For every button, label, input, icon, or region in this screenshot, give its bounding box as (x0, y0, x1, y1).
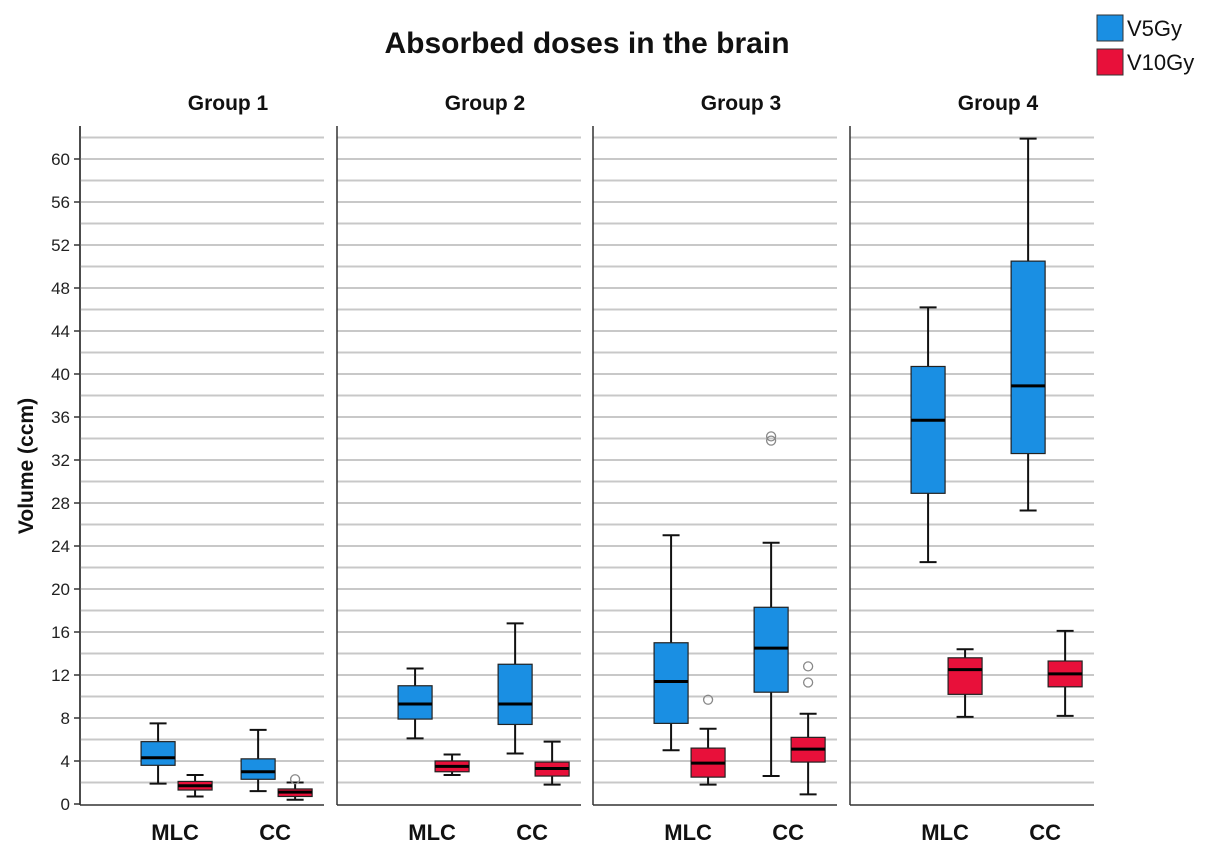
y-tick-label: 28 (51, 494, 70, 513)
y-tick-label: 16 (51, 623, 70, 642)
y-tick-label: 12 (51, 666, 70, 685)
y-tick-label: 44 (51, 322, 70, 341)
y-tick-label: 24 (51, 537, 70, 556)
box-mlc-v10gy (434, 753, 470, 776)
box-cc-v5gy (1010, 137, 1046, 512)
y-tick-label: 36 (51, 408, 70, 427)
panel-title: Group 4 (958, 92, 1039, 115)
box-mlc-v5gy (140, 722, 176, 785)
box-iqr (1010, 260, 1046, 455)
box-mlc-v10gy (690, 694, 726, 786)
y-tick-label: 32 (51, 451, 70, 470)
panel-group-1: Group 1 MLC CC (79, 92, 324, 845)
box-iqr (140, 741, 176, 766)
y-tick-label: 56 (51, 193, 70, 212)
outlier-point (289, 774, 301, 785)
y-tick-label: 4 (61, 752, 70, 771)
x-category-label: MLC (408, 820, 456, 843)
outlier-point (765, 431, 777, 442)
y-tick-label: 8 (61, 709, 70, 728)
chart-title: Absorbed doses in the brain (384, 27, 789, 60)
box-mlc-v5gy (397, 667, 433, 740)
box-iqr (240, 758, 276, 780)
y-tick-label: 20 (51, 580, 70, 599)
y-tick-label: 0 (61, 795, 70, 814)
x-category-label: CC (259, 820, 291, 843)
box-mlc-v10gy (947, 648, 983, 718)
y-tick-label: 40 (51, 365, 70, 384)
y-tick-label: 48 (51, 279, 70, 298)
box-iqr (397, 685, 433, 720)
legend-label-v10gy: V10Gy (1127, 50, 1194, 75)
box-cc-v5gy (497, 622, 533, 755)
panel-group-3: Group 3 MLC CC (592, 92, 837, 845)
box-cc-v10gy (1047, 629, 1083, 717)
legend: V5Gy V10Gy (1096, 14, 1194, 76)
box-cc-v10gy (534, 740, 570, 786)
y-tick-label: 52 (51, 236, 70, 255)
x-category-label: CC (516, 820, 548, 843)
box-iqr (753, 606, 789, 693)
x-category-label: MLC (664, 820, 712, 843)
x-category-label: CC (772, 820, 804, 843)
box-iqr (910, 365, 946, 494)
legend-swatch-v10gy (1096, 48, 1124, 76)
box-cc-v10gy (790, 661, 826, 796)
panel-title: Group 3 (701, 92, 782, 115)
outlier-point (765, 435, 777, 446)
x-category-label: MLC (921, 820, 969, 843)
x-category-label: CC (1029, 820, 1061, 843)
box-mlc-v10gy (177, 773, 213, 798)
panel-group-2: Group 2 MLC CC (336, 92, 581, 845)
box-mlc-v5gy (653, 534, 689, 752)
y-axis-label: Volume (ccm) (15, 398, 38, 534)
x-category-label: MLC (151, 820, 199, 843)
legend-label-v5gy: V5Gy (1127, 16, 1182, 41)
box-iqr (497, 663, 533, 726)
panel-title: Group 1 (188, 92, 269, 115)
box-cc-v5gy (240, 728, 276, 793)
panel-title: Group 2 (445, 92, 526, 115)
y-tick-label: 60 (51, 150, 70, 169)
box-cc-v10gy (277, 774, 313, 801)
box-mlc-v5gy (910, 306, 946, 564)
box-iqr (653, 642, 689, 724)
box-cc-v5gy (753, 431, 789, 778)
outlier-point (802, 677, 814, 688)
box-iqr (947, 657, 983, 695)
outlier-point (802, 661, 814, 672)
outlier-point (702, 694, 714, 705)
panel-group-4: Group 4 MLC CC (849, 92, 1094, 845)
legend-swatch-v5gy (1096, 14, 1124, 42)
